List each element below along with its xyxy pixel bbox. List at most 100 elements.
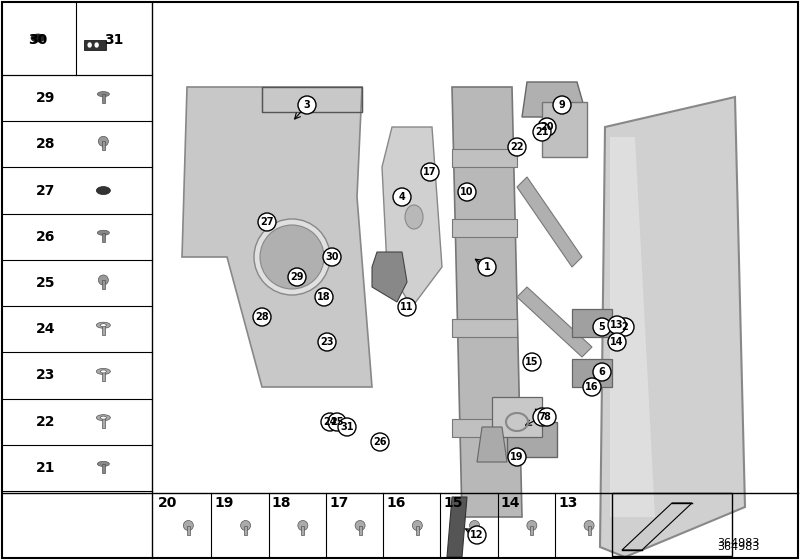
Text: 10: 10 (460, 187, 474, 197)
Bar (530, 525, 534, 534)
Text: 21: 21 (535, 127, 549, 137)
Text: 27: 27 (36, 184, 55, 198)
Text: 22: 22 (510, 142, 524, 152)
Text: 17: 17 (423, 167, 437, 177)
Circle shape (608, 333, 626, 351)
Polygon shape (382, 127, 442, 307)
Polygon shape (622, 503, 692, 550)
Circle shape (468, 526, 486, 544)
Bar (102, 280, 105, 289)
Circle shape (533, 123, 551, 141)
Circle shape (260, 225, 324, 289)
Polygon shape (477, 427, 507, 462)
Circle shape (371, 433, 389, 451)
Bar (572, 359, 612, 387)
Circle shape (355, 520, 365, 530)
Text: 26: 26 (374, 437, 386, 447)
Circle shape (323, 248, 341, 266)
Circle shape (318, 333, 336, 351)
Circle shape (321, 413, 339, 431)
Text: 14: 14 (610, 337, 624, 347)
Ellipse shape (96, 322, 110, 328)
Bar (612, 493, 732, 556)
Circle shape (98, 136, 108, 146)
Text: 30: 30 (326, 252, 338, 262)
Ellipse shape (96, 414, 110, 421)
Text: 1: 1 (484, 262, 490, 272)
Circle shape (458, 183, 476, 201)
Bar (102, 141, 105, 150)
Bar (416, 525, 419, 534)
Circle shape (593, 318, 611, 336)
Circle shape (553, 96, 571, 114)
Text: 7: 7 (538, 412, 546, 422)
Text: 18: 18 (317, 292, 331, 302)
Text: 2: 2 (622, 322, 628, 332)
Text: 25: 25 (36, 276, 55, 290)
Ellipse shape (100, 370, 106, 373)
Text: 20: 20 (158, 496, 177, 510)
Bar (244, 525, 247, 534)
Text: 31: 31 (340, 422, 354, 432)
Bar (452, 219, 517, 237)
Text: 20: 20 (540, 122, 554, 132)
Circle shape (608, 316, 626, 334)
Text: 23: 23 (320, 337, 334, 347)
Bar (187, 525, 190, 534)
Circle shape (583, 378, 601, 396)
Polygon shape (522, 82, 587, 117)
Circle shape (593, 363, 611, 381)
Text: 18: 18 (272, 496, 291, 510)
Bar (102, 371, 105, 381)
Circle shape (398, 298, 416, 316)
Text: 16: 16 (586, 382, 598, 392)
Circle shape (183, 520, 194, 530)
Circle shape (508, 448, 526, 466)
Circle shape (258, 213, 276, 231)
Bar (473, 525, 476, 534)
Text: 17: 17 (330, 496, 349, 510)
Bar (542, 102, 587, 157)
Ellipse shape (100, 324, 106, 326)
Circle shape (584, 520, 594, 530)
Text: 15: 15 (526, 357, 538, 367)
Ellipse shape (98, 92, 110, 97)
Circle shape (338, 418, 356, 436)
Circle shape (538, 408, 556, 426)
Text: 25: 25 (330, 417, 344, 427)
Ellipse shape (95, 43, 98, 47)
Text: 6: 6 (598, 367, 606, 377)
Text: 15: 15 (444, 496, 463, 510)
Circle shape (298, 96, 316, 114)
Ellipse shape (98, 461, 110, 466)
Ellipse shape (100, 416, 106, 419)
Ellipse shape (405, 205, 423, 229)
Circle shape (421, 163, 439, 181)
Circle shape (533, 408, 551, 426)
Text: 12: 12 (470, 530, 484, 540)
Text: 24: 24 (36, 322, 55, 336)
Text: 27: 27 (260, 217, 274, 227)
Bar (302, 525, 304, 534)
Ellipse shape (88, 43, 91, 47)
Polygon shape (447, 497, 467, 557)
Circle shape (241, 520, 250, 530)
Text: 30: 30 (28, 33, 48, 47)
Text: 4: 4 (398, 192, 406, 202)
Circle shape (98, 275, 108, 285)
Text: 11: 11 (400, 302, 414, 312)
Polygon shape (600, 97, 745, 557)
Text: 28: 28 (36, 137, 55, 151)
Polygon shape (517, 287, 592, 357)
Circle shape (538, 118, 556, 136)
Text: 3: 3 (304, 100, 310, 110)
Circle shape (393, 188, 411, 206)
Bar (102, 418, 105, 428)
Bar (102, 325, 105, 335)
Circle shape (523, 353, 541, 371)
Bar (572, 309, 612, 337)
Polygon shape (610, 137, 655, 517)
Text: 19: 19 (510, 452, 524, 462)
Text: 8: 8 (543, 412, 550, 422)
Circle shape (254, 219, 330, 295)
